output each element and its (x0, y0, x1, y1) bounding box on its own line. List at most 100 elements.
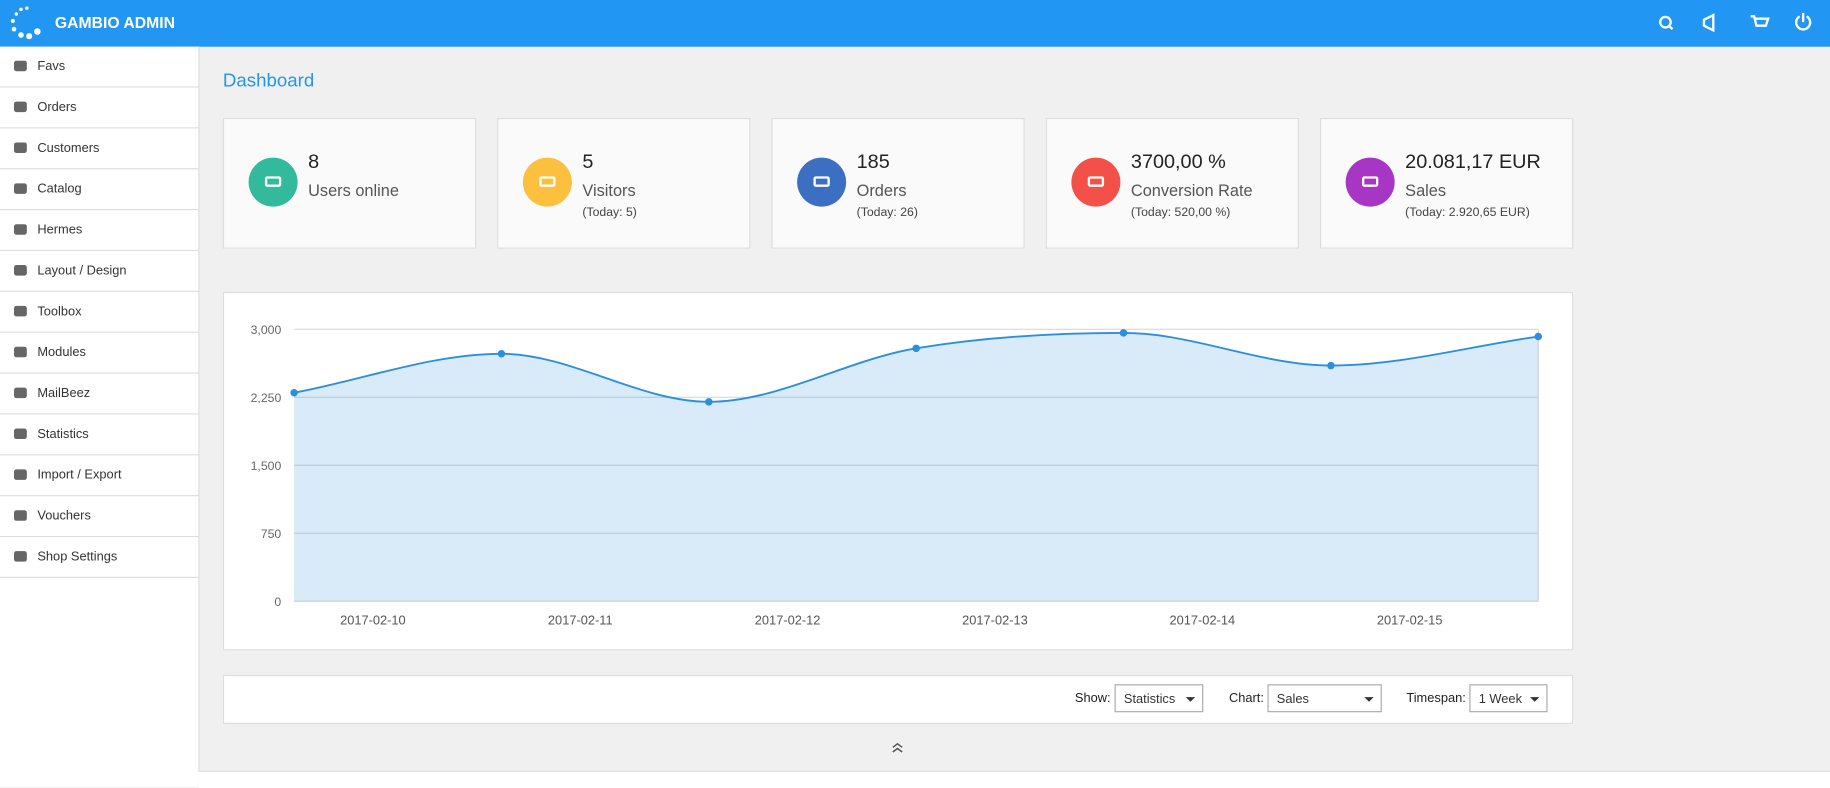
stat-note: (Today: 520,00 %) (1130, 205, 1231, 220)
y-tick-label: 2,250 (251, 391, 282, 405)
data-point (1327, 361, 1335, 370)
stat-note: (Today: 5) (582, 205, 637, 220)
menu-label: Orders (37, 100, 77, 115)
x-tick-label: 2017-02-14 (1170, 613, 1236, 628)
menu-icon (14, 510, 27, 521)
icon-glyph (539, 176, 556, 187)
menu-icon (14, 428, 27, 440)
menu-icon (14, 551, 27, 562)
menu-item[interactable]: MailBeez (0, 374, 199, 415)
stat-note: (Today: 26) (856, 205, 918, 220)
menu-label: Statistics (37, 427, 89, 442)
icon-glyph (264, 176, 282, 187)
data-point (1534, 332, 1542, 341)
data-point (290, 389, 298, 397)
stat-label: Conversion Rate (1130, 180, 1253, 200)
y-tick-label: 750 (261, 527, 282, 541)
select-arrow (1530, 697, 1540, 706)
logout-icon[interactable] (1795, 15, 1812, 31)
menu-item[interactable]: Catalog (0, 169, 199, 211)
menu-icon (14, 101, 27, 113)
stat-icon (522, 157, 572, 207)
filter-select[interactable]: Statistics (1114, 684, 1204, 713)
page-title: Dashboard (222, 71, 315, 92)
menu-label: Customers (37, 141, 100, 156)
x-tick-label: 2017-02-13 (962, 613, 1028, 628)
menu-label: Shop Settings (37, 549, 118, 564)
menu-item[interactable]: Import / Export (0, 455, 199, 497)
toolbar-icons (1659, 12, 1812, 33)
menu-icon (14, 469, 27, 480)
stat-icon (1345, 157, 1395, 207)
menu-item[interactable]: Favs (0, 47, 199, 88)
menu-icon (14, 60, 27, 72)
area (294, 332, 1539, 602)
menu-icon (14, 346, 27, 358)
select-arrow (1185, 697, 1196, 706)
menu-item[interactable]: Hermes (0, 210, 199, 252)
x-tick-label: 2017-02-10 (340, 613, 406, 628)
filter-label: Chart: (1228, 691, 1264, 706)
stat-icon (797, 157, 847, 207)
menu-item[interactable]: Toolbox (0, 292, 199, 333)
menu-icon (14, 265, 27, 276)
x-tick-label: 2017-02-11 (548, 613, 613, 628)
collapse-icon[interactable] (890, 741, 904, 753)
menu-item[interactable]: Layout / Design (0, 251, 199, 292)
stat-note: (Today: 2.920,65 EUR) (1405, 205, 1530, 220)
chart: 0 750 1,500 2,250 3,000 2017-02-10 2017-02-11 2… (251, 323, 1542, 628)
stat-label: Visitors (582, 180, 636, 200)
menu-item[interactable]: Shop Settings (0, 537, 199, 578)
y-tick-label: 0 (274, 595, 281, 609)
stat-card: 3700,00 % Conversion Rate (Today: 520,00 %… (1045, 117, 1299, 249)
icon-glyph (813, 176, 830, 187)
stat-card: 20.081,17 EUR Sales (Today: 2.920,65 EUR) (1319, 117, 1574, 249)
select-value: Statistics (1123, 692, 1176, 707)
y-tick-label: 3,000 (251, 323, 282, 337)
stat-label: Users online (308, 180, 399, 200)
menu-label: Import / Export (37, 468, 122, 483)
stat-card: 8 Users online (222, 117, 477, 249)
icon-glyph (1361, 176, 1379, 187)
select-arrow (1364, 697, 1374, 706)
news-icon[interactable] (1702, 13, 1715, 33)
menu-item[interactable]: Modules (0, 333, 199, 374)
filter-select[interactable]: Sales (1267, 684, 1382, 713)
menu-icon (14, 183, 27, 194)
data-point (912, 344, 920, 353)
menu-item[interactable]: Customers (0, 128, 199, 170)
menu-icon (14, 305, 27, 317)
cart-icon[interactable] (1750, 15, 1770, 27)
menu-label: Catalog (37, 182, 82, 197)
search-icon[interactable] (1659, 15, 1672, 29)
menu-label: Toolbox (37, 304, 82, 319)
menu-label: Modules (37, 345, 86, 360)
stat-label: Sales (1405, 180, 1447, 200)
filter-select[interactable]: 1 Week (1469, 684, 1548, 713)
menu-label: Favs (37, 59, 66, 74)
menu-label: MailBeez (37, 386, 91, 401)
stat-icon (1071, 157, 1121, 207)
filter-label: Timespan: (1406, 691, 1466, 706)
menu-label: Hermes (37, 223, 83, 238)
icon-glyph (1087, 176, 1105, 187)
y-tick-label: 1,500 (251, 459, 282, 473)
filter-label: Show: (1074, 691, 1111, 706)
data-point (497, 350, 506, 358)
select-value: 1 Week (1478, 692, 1522, 707)
menu-item[interactable]: Orders (0, 88, 199, 129)
menu-icon (14, 142, 27, 153)
menu-icon (14, 387, 27, 399)
x-tick-label: 2017-02-12 (755, 613, 821, 628)
stat-card: 5 Visitors (Today: 5) (497, 117, 751, 249)
stat-card: 185 Orders (Today: 26) (771, 117, 1025, 249)
stat-value: 185 (856, 150, 890, 173)
menu-item[interactable]: Vouchers (0, 496, 199, 538)
footer (198, 770, 1830, 788)
filter-bar: Show: Statistics Chart: Sales Timespan: 1 Wee… (222, 674, 1574, 724)
menu-item[interactable]: Statistics (0, 415, 199, 456)
data-point (705, 398, 713, 406)
chart-panel: 0 750 1,500 2,250 3,000 2017-02-10 2017-02-11 2… (222, 291, 1574, 651)
